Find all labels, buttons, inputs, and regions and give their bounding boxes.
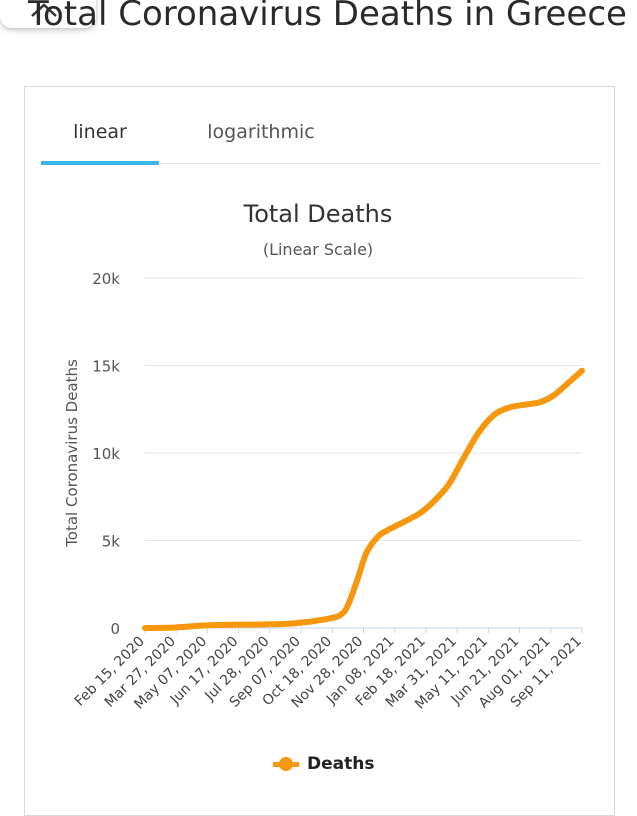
chart-subtitle: (Linear Scale) [263, 240, 373, 259]
y-axis-label: Total Coronavirus Deaths [63, 359, 81, 548]
legend[interactable]: Deaths [273, 753, 374, 775]
legend-label-deaths: Deaths [307, 754, 374, 774]
series-line-deaths [145, 371, 582, 628]
y-tick-label: 15k [92, 358, 120, 376]
y-tick-label: 10k [92, 445, 120, 463]
y-tick-label: 0 [110, 620, 120, 638]
legend-swatch-deaths [273, 753, 299, 775]
y-tick-label: 5k [102, 533, 121, 551]
y-tick-label: 20k [92, 270, 120, 288]
chart-title: Total Deaths [243, 200, 393, 228]
